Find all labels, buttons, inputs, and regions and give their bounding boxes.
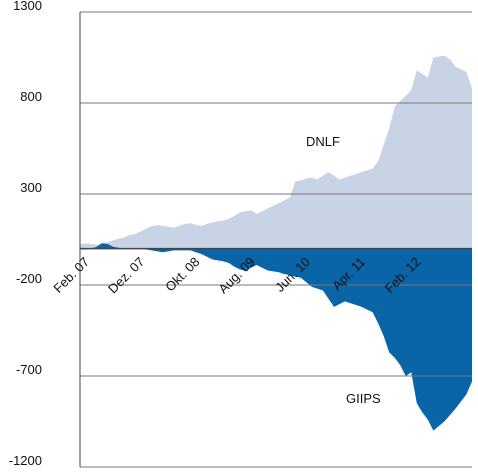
y-tick-label: -1200 xyxy=(9,453,42,468)
series-label: DNLF xyxy=(306,134,340,149)
x-tick-label: Feb. 07 xyxy=(50,254,92,296)
area xyxy=(80,243,472,431)
x-tick-label: Okt. 08 xyxy=(162,254,202,294)
y-tick-label: -700 xyxy=(16,362,42,377)
area xyxy=(80,55,472,249)
y-tick-label: -200 xyxy=(16,271,42,286)
series-label: GIIPS xyxy=(346,391,381,406)
y-tick-label: 300 xyxy=(20,180,42,195)
y-tick-label: 800 xyxy=(20,89,42,104)
x-tick-label: Dez. 07 xyxy=(105,254,147,296)
y-tick-label: 1300 xyxy=(13,0,42,13)
